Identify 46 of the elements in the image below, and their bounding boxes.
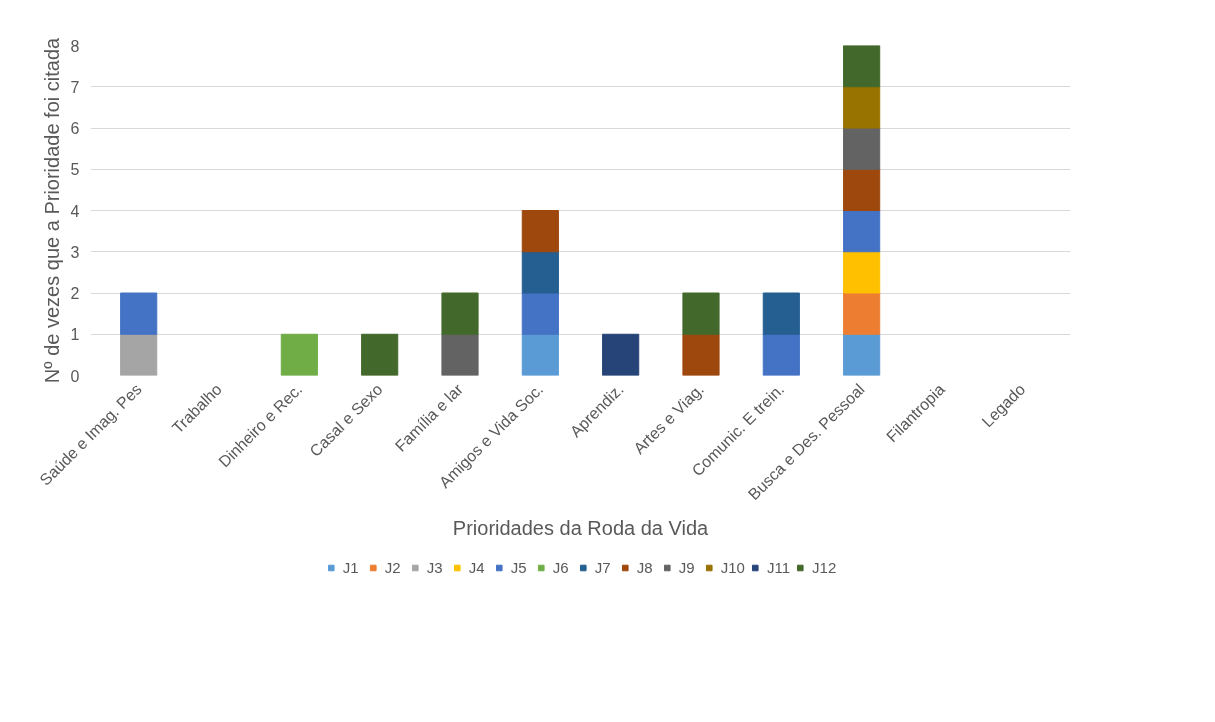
y-tick-label: 2 [70, 285, 80, 302]
bar [120, 292, 158, 335]
legend-label: J5 [510, 558, 528, 576]
legend-label: J2 [384, 558, 402, 576]
legend-label: J3 [426, 558, 444, 576]
y-tick-label: 3 [70, 243, 80, 261]
bar [521, 210, 559, 253]
bar [682, 292, 720, 335]
x-axis-title: Prioridades da Roda da Vida [452, 517, 710, 540]
bar [441, 292, 479, 335]
bar [682, 333, 720, 376]
y-tick-label: 8 [70, 37, 80, 55]
legend-label: J12 [812, 558, 837, 576]
bar [843, 127, 881, 170]
legend-label: J1 [342, 558, 360, 576]
bar [521, 251, 559, 294]
legend-label: J10 [720, 558, 745, 576]
bar [521, 333, 559, 376]
bar [521, 292, 559, 335]
y-axis-title: Nº de vezes que a Prioridade foi citada [40, 36, 63, 384]
bar [280, 333, 318, 376]
bar [843, 86, 881, 129]
y-tick-label: 5 [70, 161, 80, 179]
bar [843, 168, 881, 211]
bar [762, 292, 800, 335]
y-tick-label: 1 [70, 326, 80, 344]
legend-label: J7 [594, 558, 612, 576]
bar [843, 45, 881, 88]
legend-label: J9 [678, 558, 696, 576]
y-tick-label: 7 [70, 78, 80, 96]
bar [361, 333, 399, 376]
bar [120, 333, 158, 376]
bar [843, 210, 881, 253]
legend-label: J4 [468, 558, 486, 576]
y-tick-label: 6 [70, 120, 80, 137]
legend-label: J6 [552, 558, 570, 576]
bar [843, 251, 881, 294]
legend-label: J11 [766, 558, 791, 576]
bar [843, 292, 881, 335]
bar [843, 333, 881, 376]
legend-label: J8 [636, 558, 654, 576]
bar [762, 333, 800, 376]
y-tick-label: 0 [70, 367, 80, 385]
bar [441, 333, 479, 376]
y-tick-label: 4 [70, 202, 80, 220]
bar [602, 333, 640, 376]
